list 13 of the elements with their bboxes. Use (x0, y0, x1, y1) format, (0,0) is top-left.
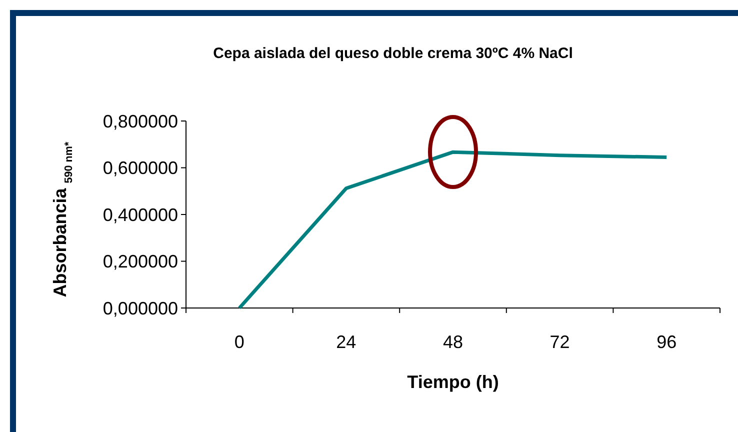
x-tick-label: 24 (336, 332, 356, 352)
x-tick-label: 48 (442, 332, 464, 352)
line-series (238, 150, 668, 310)
y-tick-label: 0,400000 (102, 204, 178, 225)
y-tick-label: 0,000000 (102, 298, 178, 318)
x-axis-title: Tiempo (h) (407, 372, 499, 392)
y-tick-label: 0,200000 (102, 252, 178, 272)
x-tick-label: 96 (656, 332, 677, 352)
chart-title: Cepa aislada del queso doble crema 30ºC 4% NaCl (213, 45, 573, 62)
y-tick-label: 0,800000 (102, 111, 178, 132)
y-tick-label: 0,600000 (102, 158, 178, 178)
x-tick-label: 0 (234, 332, 244, 352)
x-tick-label: 72 (550, 332, 570, 352)
